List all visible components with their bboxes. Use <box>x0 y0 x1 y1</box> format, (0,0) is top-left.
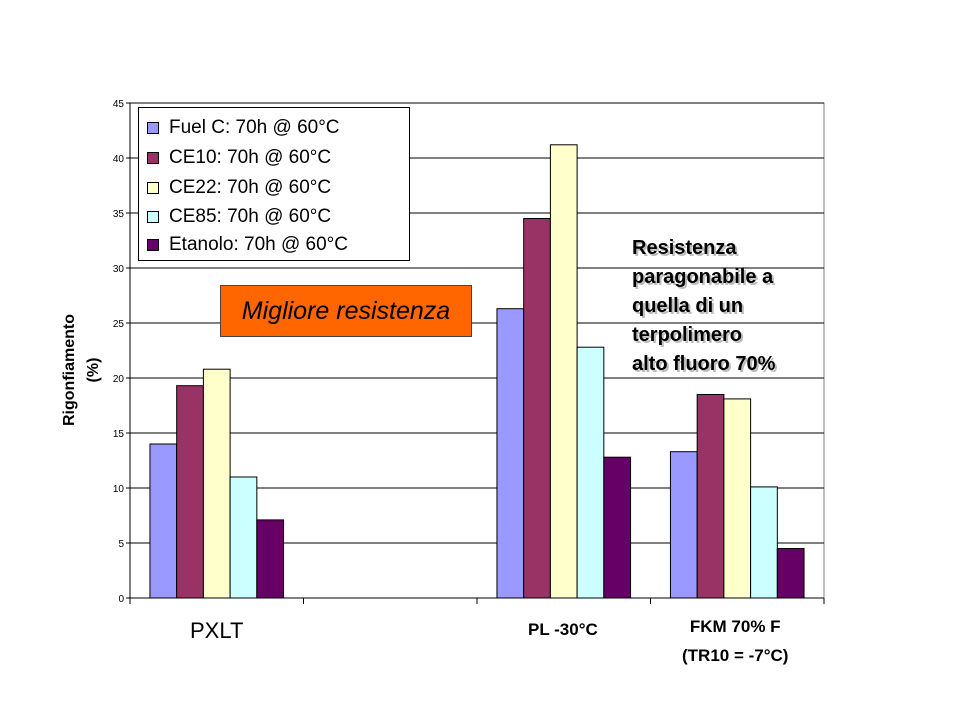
note-line-1: Resistenza <box>632 237 737 259</box>
legend-item-fuel-c: Fuel C: 70h @ 60°C <box>147 114 340 142</box>
y-tick-label: 35 <box>113 209 125 220</box>
bar-1-4 <box>669 451 698 599</box>
bar-5-4 <box>776 548 805 599</box>
y-tick-label: 45 <box>113 99 125 110</box>
legend-item-ce22: CE22: 70h @ 60°C <box>147 174 331 202</box>
bar-5-3 <box>603 456 632 599</box>
y-axis-label-line-2: (%) <box>85 357 102 383</box>
bar-3-4 <box>723 398 752 599</box>
y-tick-label: 15 <box>113 429 125 440</box>
y-tick-label: 40 <box>113 154 125 165</box>
category-label-fkm: FKM 70% F (TR10 = -7°C) <box>682 612 788 670</box>
callout-box: Migliore resistenza <box>220 285 472 337</box>
legend-item-ce10: CE10: 70h @ 60°C <box>147 144 331 172</box>
bar-1-3 <box>496 308 525 599</box>
note-line-3: quella di un <box>632 295 744 317</box>
category-label-pxlt: PXLT <box>190 618 244 643</box>
y-tick-label: 30 <box>113 264 125 275</box>
bar-2-1 <box>176 385 204 599</box>
legend: Fuel C: 70h @ 60°C CE10: 70h @ 60°C CE22… <box>138 107 410 261</box>
y-tick-label: 20 <box>113 374 125 385</box>
bar-2-3 <box>523 218 551 599</box>
legend-swatch-ce10 <box>147 152 159 164</box>
legend-label-ce10: CE10: 70h @ 60°C <box>169 147 332 168</box>
note-line-5: alto fluoro 70% <box>632 353 776 375</box>
category-label-fkm-main: FKM 70% F <box>689 617 781 636</box>
note-line-4: terpolimero <box>632 324 743 346</box>
category-label-fkm-sub: (TR10 = -7°C) <box>682 646 789 665</box>
legend-label-etanolo: Etanolo: 70h @ 60°C <box>169 234 348 255</box>
y-axis-label: Rigonfiamento (%) <box>58 290 118 450</box>
y-tick-label: 10 <box>113 484 125 495</box>
callout-text: Migliore resistenza <box>241 296 451 325</box>
legend-swatch-ce85 <box>147 211 159 223</box>
legend-swatch-fuel-c <box>147 122 159 134</box>
category-label-pl: PL -30°C <box>528 620 598 639</box>
legend-swatch-etanolo <box>147 239 159 251</box>
note-line-2: paragonabile a <box>632 266 774 288</box>
bar-5-1 <box>256 519 285 599</box>
annotation-note: Resistenza paragonabile a quella di un t… <box>632 234 822 379</box>
bar-1-1 <box>149 443 178 599</box>
legend-label-ce85: CE85: 70h @ 60°C <box>169 206 332 227</box>
legend-label-ce22: CE22: 70h @ 60°C <box>169 177 332 198</box>
y-tick-label: 0 <box>118 594 124 605</box>
bar-4-3 <box>576 346 605 599</box>
y-tick-label: 5 <box>118 539 124 550</box>
legend-item-etanolo: Etanolo: 70h @ 60°C <box>147 231 348 259</box>
bar-4-1 <box>229 476 258 599</box>
bar-3-1 <box>202 368 231 599</box>
y-axis-label-line-1: Rigonfiamento <box>61 314 78 426</box>
bar-4-4 <box>750 486 778 599</box>
legend-swatch-ce22 <box>147 182 159 194</box>
legend-label-fuel-c: Fuel C: 70h @ 60°C <box>169 117 340 138</box>
bar-2-4 <box>696 394 725 599</box>
bar-3-3 <box>549 144 578 599</box>
y-tick-label: 25 <box>113 319 125 330</box>
legend-item-ce85: CE85: 70h @ 60°C <box>147 203 331 231</box>
